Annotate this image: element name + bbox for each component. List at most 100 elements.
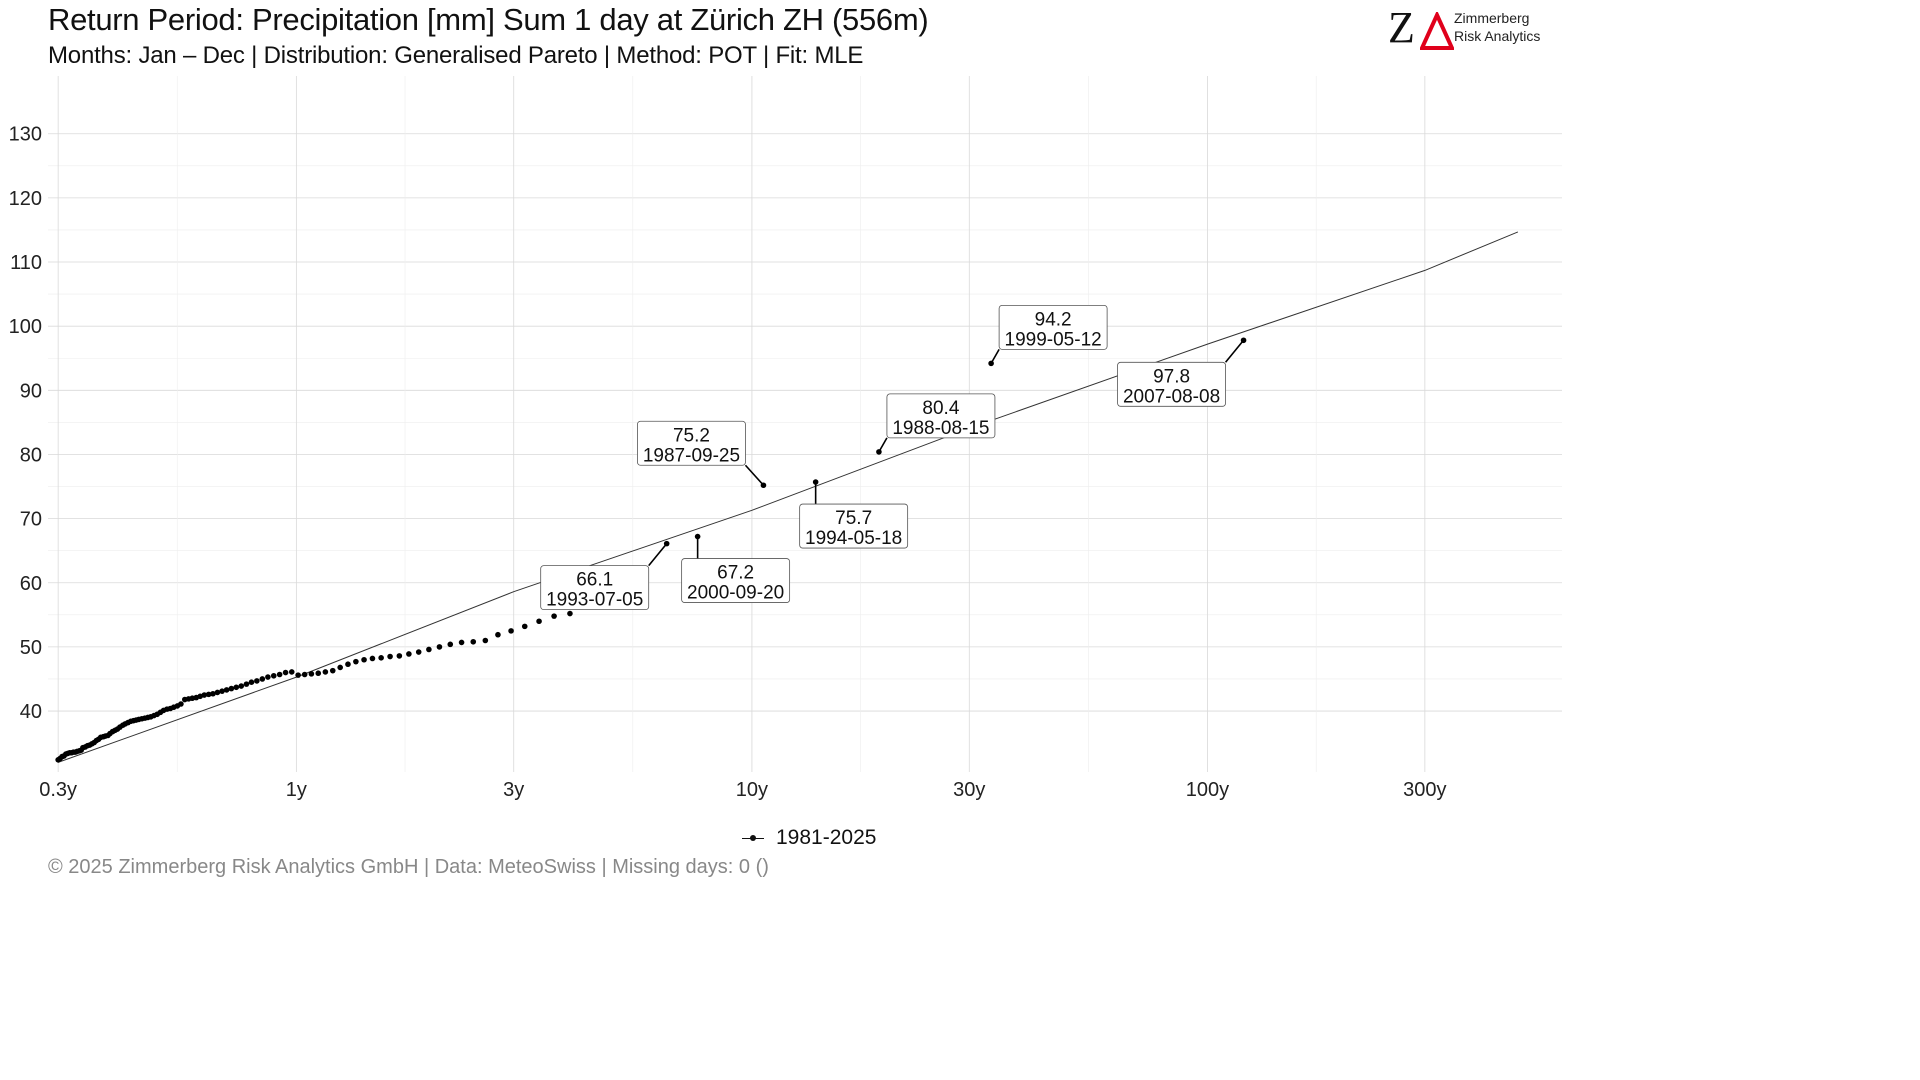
annotation-box — [1117, 361, 1226, 407]
data-point — [396, 653, 403, 659]
data-point — [345, 661, 351, 668]
legend: 1981-2025 — [742, 826, 876, 850]
y-tick-label: 40 — [20, 701, 42, 723]
data-point — [315, 670, 322, 677]
data-point — [508, 628, 514, 634]
data-point — [254, 678, 260, 684]
data-point — [295, 672, 301, 678]
y-tick-label: 80 — [20, 444, 42, 466]
annotation-leader-line — [878, 437, 888, 453]
x-tick-label: 10y — [736, 779, 768, 801]
data-point — [470, 638, 477, 645]
y-tick-label: 60 — [20, 573, 42, 595]
data-point — [495, 631, 501, 638]
data-point — [369, 655, 376, 662]
x-tick-label: 300y — [1403, 779, 1446, 801]
x-tick-label: 100y — [1186, 779, 1229, 801]
data-point — [353, 658, 359, 665]
annotation-leader-line — [990, 348, 1000, 364]
annotation-value: 80.4 — [922, 398, 959, 419]
annotation-date: 2000-09-20 — [687, 583, 784, 604]
data-point — [301, 671, 308, 678]
chart-title: Return Period: Precipitation [mm] Sum 1 … — [48, 2, 929, 37]
data-point — [322, 669, 329, 675]
data-point — [378, 655, 384, 661]
data-point — [238, 683, 245, 689]
return-period-chart: 40 50 60 70 80 90 100 110 120 130 0.3y 1y 3y 10y 30y 10… — [9, 76, 1562, 801]
data-point — [415, 649, 422, 655]
annotation-date: 1999-05-12 — [1005, 329, 1102, 350]
annotation-value: 66.1 — [576, 570, 613, 591]
footer-caption: © 2025 Zimmerberg Risk Analytics GmbH | … — [48, 856, 769, 878]
logo-text-line2: Risk Analytics — [1454, 28, 1541, 44]
data-point — [288, 669, 295, 675]
annotation-date: 1993-07-05 — [546, 590, 643, 611]
logo-mark: Z — [1388, 3, 1415, 52]
data-point — [178, 701, 184, 707]
y-tick-label: 130 — [9, 124, 42, 146]
fitted-return-level-line — [57, 231, 1519, 763]
annotation-box — [799, 503, 909, 549]
data-point — [270, 672, 277, 679]
annotation-date: 1994-05-18 — [805, 528, 902, 549]
data-point — [201, 692, 208, 698]
data-point — [219, 688, 225, 694]
data-point — [228, 685, 235, 692]
data-point — [337, 664, 343, 671]
data-point — [259, 676, 266, 682]
data-point — [361, 656, 367, 663]
company-logo: Z Zimmerberg Risk Analytics — [1388, 3, 1558, 52]
data-point — [308, 671, 315, 677]
y-tick-label: 110 — [10, 252, 42, 274]
x-tick-label: 30y — [953, 779, 985, 801]
annotation-value: 97.8 — [1153, 366, 1190, 387]
legend-point-line-icon — [742, 828, 764, 848]
data-point — [282, 669, 289, 676]
annotation-date: 2007-08-08 — [1123, 386, 1220, 407]
legend-label: 1981-2025 — [776, 826, 877, 849]
data-point — [387, 653, 393, 660]
chart-subtitle: Months: Jan – Dec | Distribution: Genera… — [48, 42, 864, 69]
y-tick-label: 120 — [9, 188, 42, 210]
x-tick-label: 0.3y — [39, 779, 77, 801]
annotation-value: 94.2 — [1035, 309, 1072, 330]
data-point — [536, 618, 542, 625]
data-point — [233, 684, 240, 691]
annotation-date: 1988-08-15 — [892, 418, 989, 439]
y-tick-label: 90 — [20, 380, 42, 402]
annotation-box — [637, 420, 746, 466]
x-tick-label: 3y — [503, 779, 524, 801]
data-point — [276, 671, 283, 678]
y-tick-label: 100 — [9, 316, 42, 338]
annotation-box — [540, 565, 650, 611]
data-point — [265, 674, 271, 680]
data-point — [482, 637, 489, 644]
delta-logo-icon — [1420, 12, 1454, 50]
data-point — [436, 644, 443, 650]
annotation-box — [681, 558, 791, 603]
y-tick-label: 70 — [20, 509, 42, 531]
data-point — [447, 641, 454, 648]
data-point — [406, 651, 412, 657]
annotation-leader-line — [744, 464, 765, 486]
data-point — [458, 639, 465, 646]
data-point — [551, 613, 557, 619]
data-point — [243, 681, 250, 687]
data-point — [567, 610, 573, 617]
annotation-value: 75.2 — [673, 425, 710, 446]
x-tick-label: 1y — [286, 779, 307, 801]
annotation-date: 1987-09-25 — [643, 445, 740, 466]
data-point — [214, 689, 221, 696]
annotation-leader-line — [648, 543, 668, 567]
annotation-box — [886, 393, 996, 439]
annotation-value: 67.2 — [717, 563, 754, 584]
annotation-box — [998, 304, 1108, 350]
data-point — [248, 679, 255, 685]
data-point — [426, 646, 432, 653]
annotation-value: 75.7 — [835, 508, 872, 529]
y-tick-label: 50 — [20, 637, 42, 659]
data-point — [205, 691, 212, 698]
annotation-leader-line — [1224, 339, 1245, 363]
data-point — [223, 687, 230, 693]
data-point — [329, 667, 336, 674]
